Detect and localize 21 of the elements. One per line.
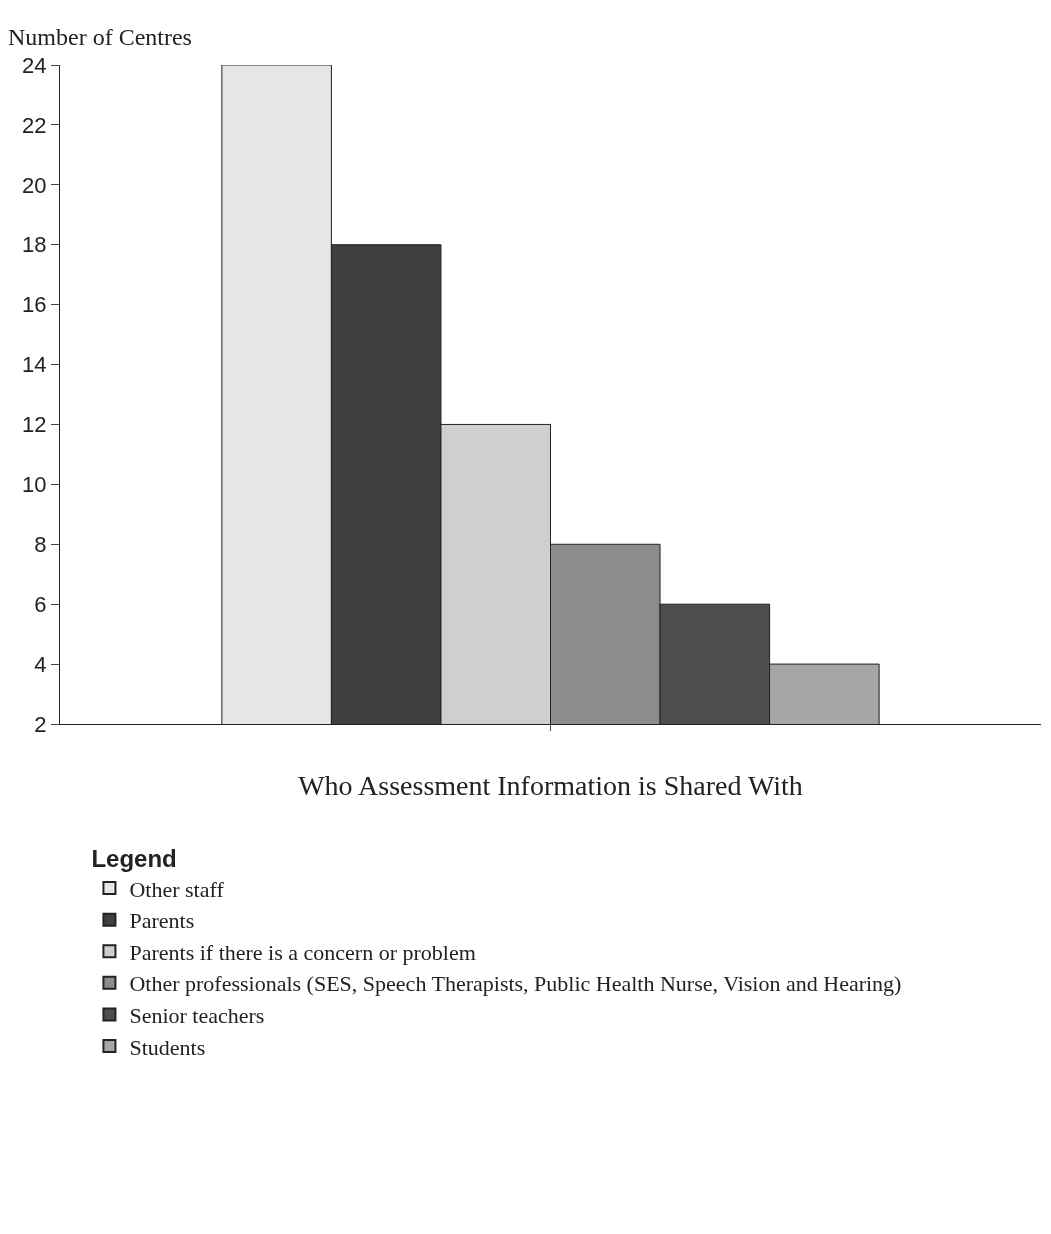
y-axis-title: Number of Centres [8, 24, 192, 50]
y-tick-label: 20 [22, 172, 47, 198]
legend-label: Students [129, 1034, 206, 1060]
y-tick-label: 14 [22, 352, 47, 378]
legend-label: Parents [129, 908, 195, 934]
y-tick-label: 2 [34, 711, 47, 737]
legend-label: Senior teachers [129, 1003, 265, 1029]
y-tick-label: 10 [22, 472, 47, 498]
y-tick-label: 16 [22, 292, 47, 318]
legend-label: Other professionals (SES, Speech Therapists, Public Health Nurse, Vision and Hearing) [129, 971, 902, 997]
y-tick-label: 22 [22, 112, 47, 138]
legend-label: Parents if there is a concern or problem [129, 939, 476, 965]
y-tick-label: 6 [34, 591, 47, 617]
y-tick-label: 4 [34, 651, 47, 677]
legend-title: Legend [91, 845, 177, 873]
x-axis-title: Who Assessment Information is Shared With [298, 769, 803, 801]
y-tick-label: 24 [22, 52, 47, 78]
legend-label: Other staff [129, 876, 225, 902]
y-tick-label: 18 [22, 232, 47, 258]
y-tick-label: 12 [22, 412, 47, 438]
y-tick-label: 8 [34, 531, 47, 557]
